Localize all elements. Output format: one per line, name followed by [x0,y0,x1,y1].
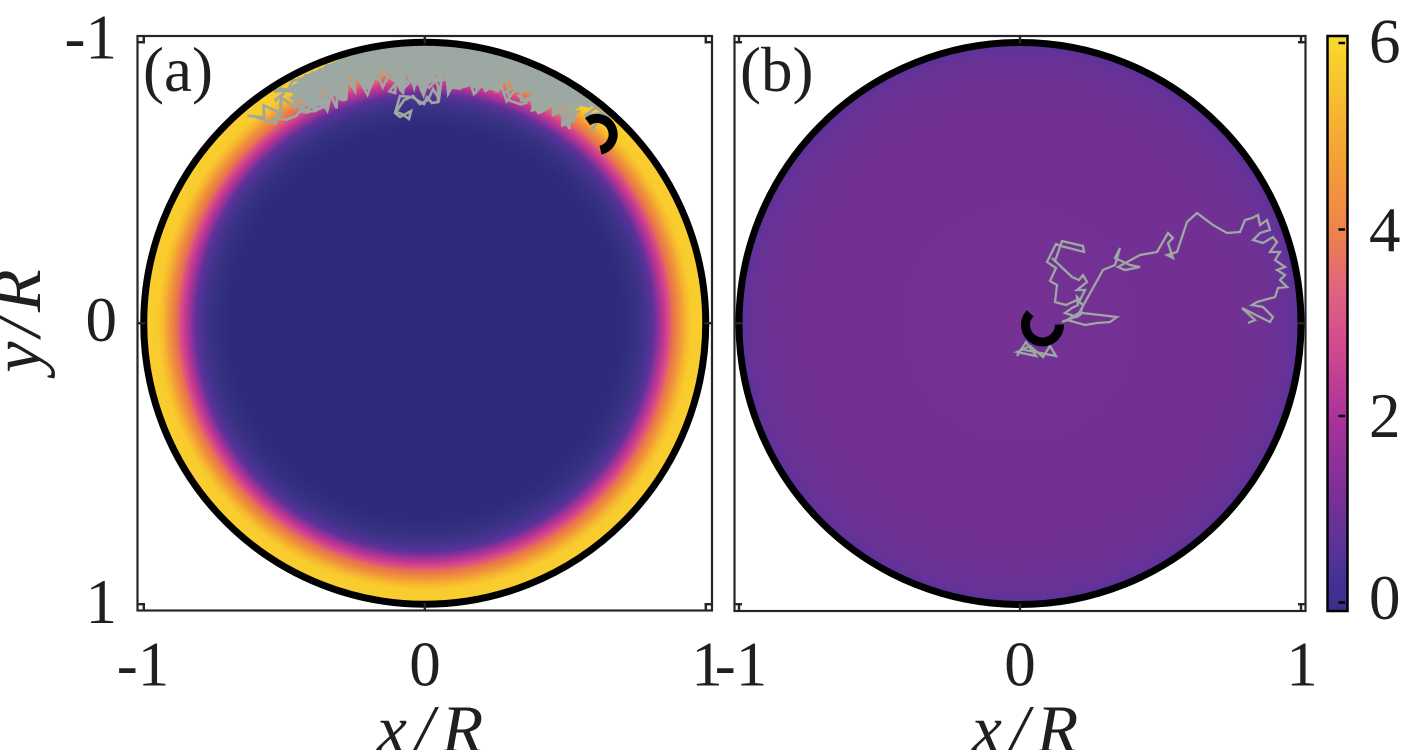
svg-text:x/R: x/R [376,691,492,750]
svg-text:-1: -1 [65,3,117,73]
svg-text:1: 1 [691,630,723,700]
svg-text:0: 0 [86,285,118,355]
svg-text:-1: -1 [715,630,767,700]
svg-text:1: 1 [1286,630,1318,700]
svg-text:4: 4 [1369,195,1401,265]
svg-text:0: 0 [409,630,441,700]
svg-text:1: 1 [86,567,118,637]
svg-text:-1: -1 [117,630,169,700]
svg-text:6: 6 [1369,7,1401,77]
svg-text:y/R: y/R [0,264,56,378]
svg-text:2: 2 [1369,381,1401,451]
svg-text:0: 0 [1369,563,1401,633]
svg-text:0: 0 [1004,630,1036,700]
svg-text:x/R: x/R [971,691,1087,750]
svg-text:(a): (a) [143,35,213,105]
svg-text:(b): (b) [740,35,813,105]
